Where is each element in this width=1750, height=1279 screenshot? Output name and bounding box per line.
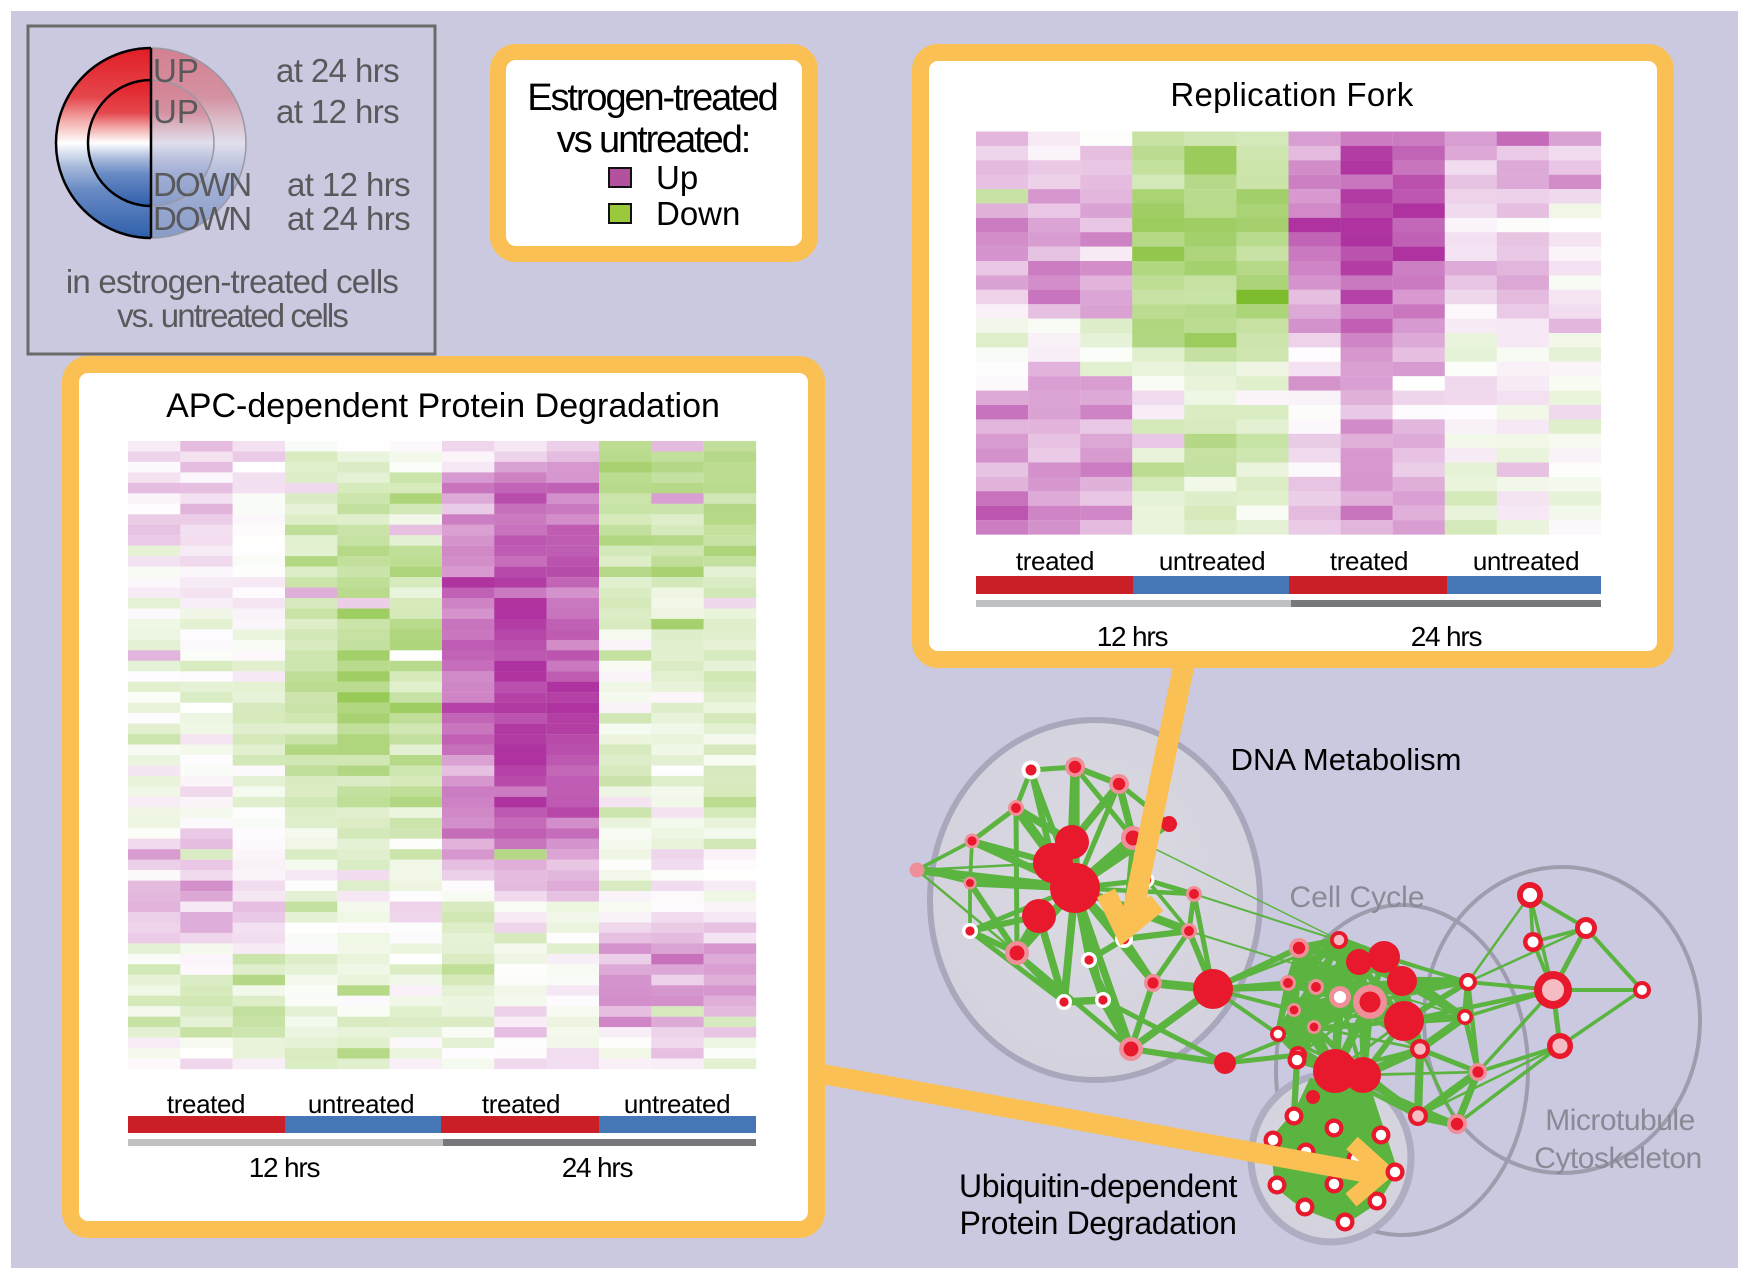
svg-text:12 hrs: 12 hrs [249, 1152, 320, 1183]
svg-text:Replication Fork: Replication Fork [1170, 76, 1413, 113]
svg-text:Cytoskeleton: Cytoskeleton [1534, 1142, 1701, 1175]
svg-text:Up: Up [656, 159, 698, 196]
svg-text:treated: treated [167, 1089, 245, 1119]
svg-text:DOWN: DOWN [153, 166, 250, 203]
svg-text:at 24 hrs: at 24 hrs [276, 52, 399, 89]
svg-text:untreated: untreated [1473, 546, 1579, 576]
svg-text:Down: Down [656, 195, 740, 232]
svg-text:at 12 hrs: at 12 hrs [287, 166, 410, 203]
svg-text:DNA Metabolism: DNA Metabolism [1231, 742, 1462, 777]
svg-text:untreated: untreated [308, 1089, 414, 1119]
svg-text:at 24 hrs: at 24 hrs [287, 200, 410, 237]
svg-text:in estrogen-treated cells: in estrogen-treated cells [66, 263, 398, 300]
svg-text:Protein Degradation: Protein Degradation [959, 1205, 1236, 1241]
svg-text:vs untreated:: vs untreated: [557, 119, 749, 161]
svg-text:untreated: untreated [624, 1089, 730, 1119]
svg-text:Microtubule: Microtubule [1545, 1104, 1695, 1137]
svg-text:treated: treated [1330, 546, 1408, 576]
svg-text:APC-dependent Protein Degradat: APC-dependent Protein Degradation [166, 387, 720, 425]
svg-text:treated: treated [482, 1089, 560, 1119]
svg-text:Cell Cycle: Cell Cycle [1289, 881, 1424, 914]
svg-text:DOWN: DOWN [153, 200, 250, 237]
svg-text:UP: UP [153, 52, 199, 89]
svg-text:vs. untreated cells: vs. untreated cells [117, 297, 348, 334]
svg-text:24 hrs: 24 hrs [1411, 621, 1482, 652]
svg-text:Estrogen-treated: Estrogen-treated [527, 77, 776, 119]
svg-text:UP: UP [153, 93, 199, 130]
svg-text:at 12 hrs: at 12 hrs [276, 93, 399, 130]
svg-text:12 hrs: 12 hrs [1097, 621, 1168, 652]
svg-text:untreated: untreated [1159, 546, 1265, 576]
svg-text:Ubiquitin-dependent: Ubiquitin-dependent [959, 1168, 1237, 1204]
svg-text:24 hrs: 24 hrs [562, 1152, 633, 1183]
svg-text:treated: treated [1016, 546, 1094, 576]
